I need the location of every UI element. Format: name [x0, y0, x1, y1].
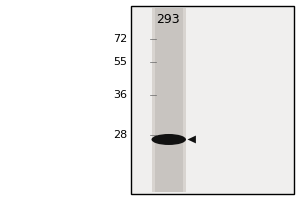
- FancyBboxPatch shape: [130, 6, 294, 194]
- Text: 36: 36: [113, 90, 128, 100]
- Polygon shape: [188, 136, 196, 143]
- Text: 55: 55: [113, 57, 128, 67]
- FancyBboxPatch shape: [154, 8, 183, 192]
- FancyBboxPatch shape: [152, 8, 186, 192]
- Text: 72: 72: [113, 34, 128, 44]
- Text: 293: 293: [156, 13, 180, 26]
- Text: 28: 28: [113, 130, 128, 140]
- Ellipse shape: [152, 134, 186, 145]
